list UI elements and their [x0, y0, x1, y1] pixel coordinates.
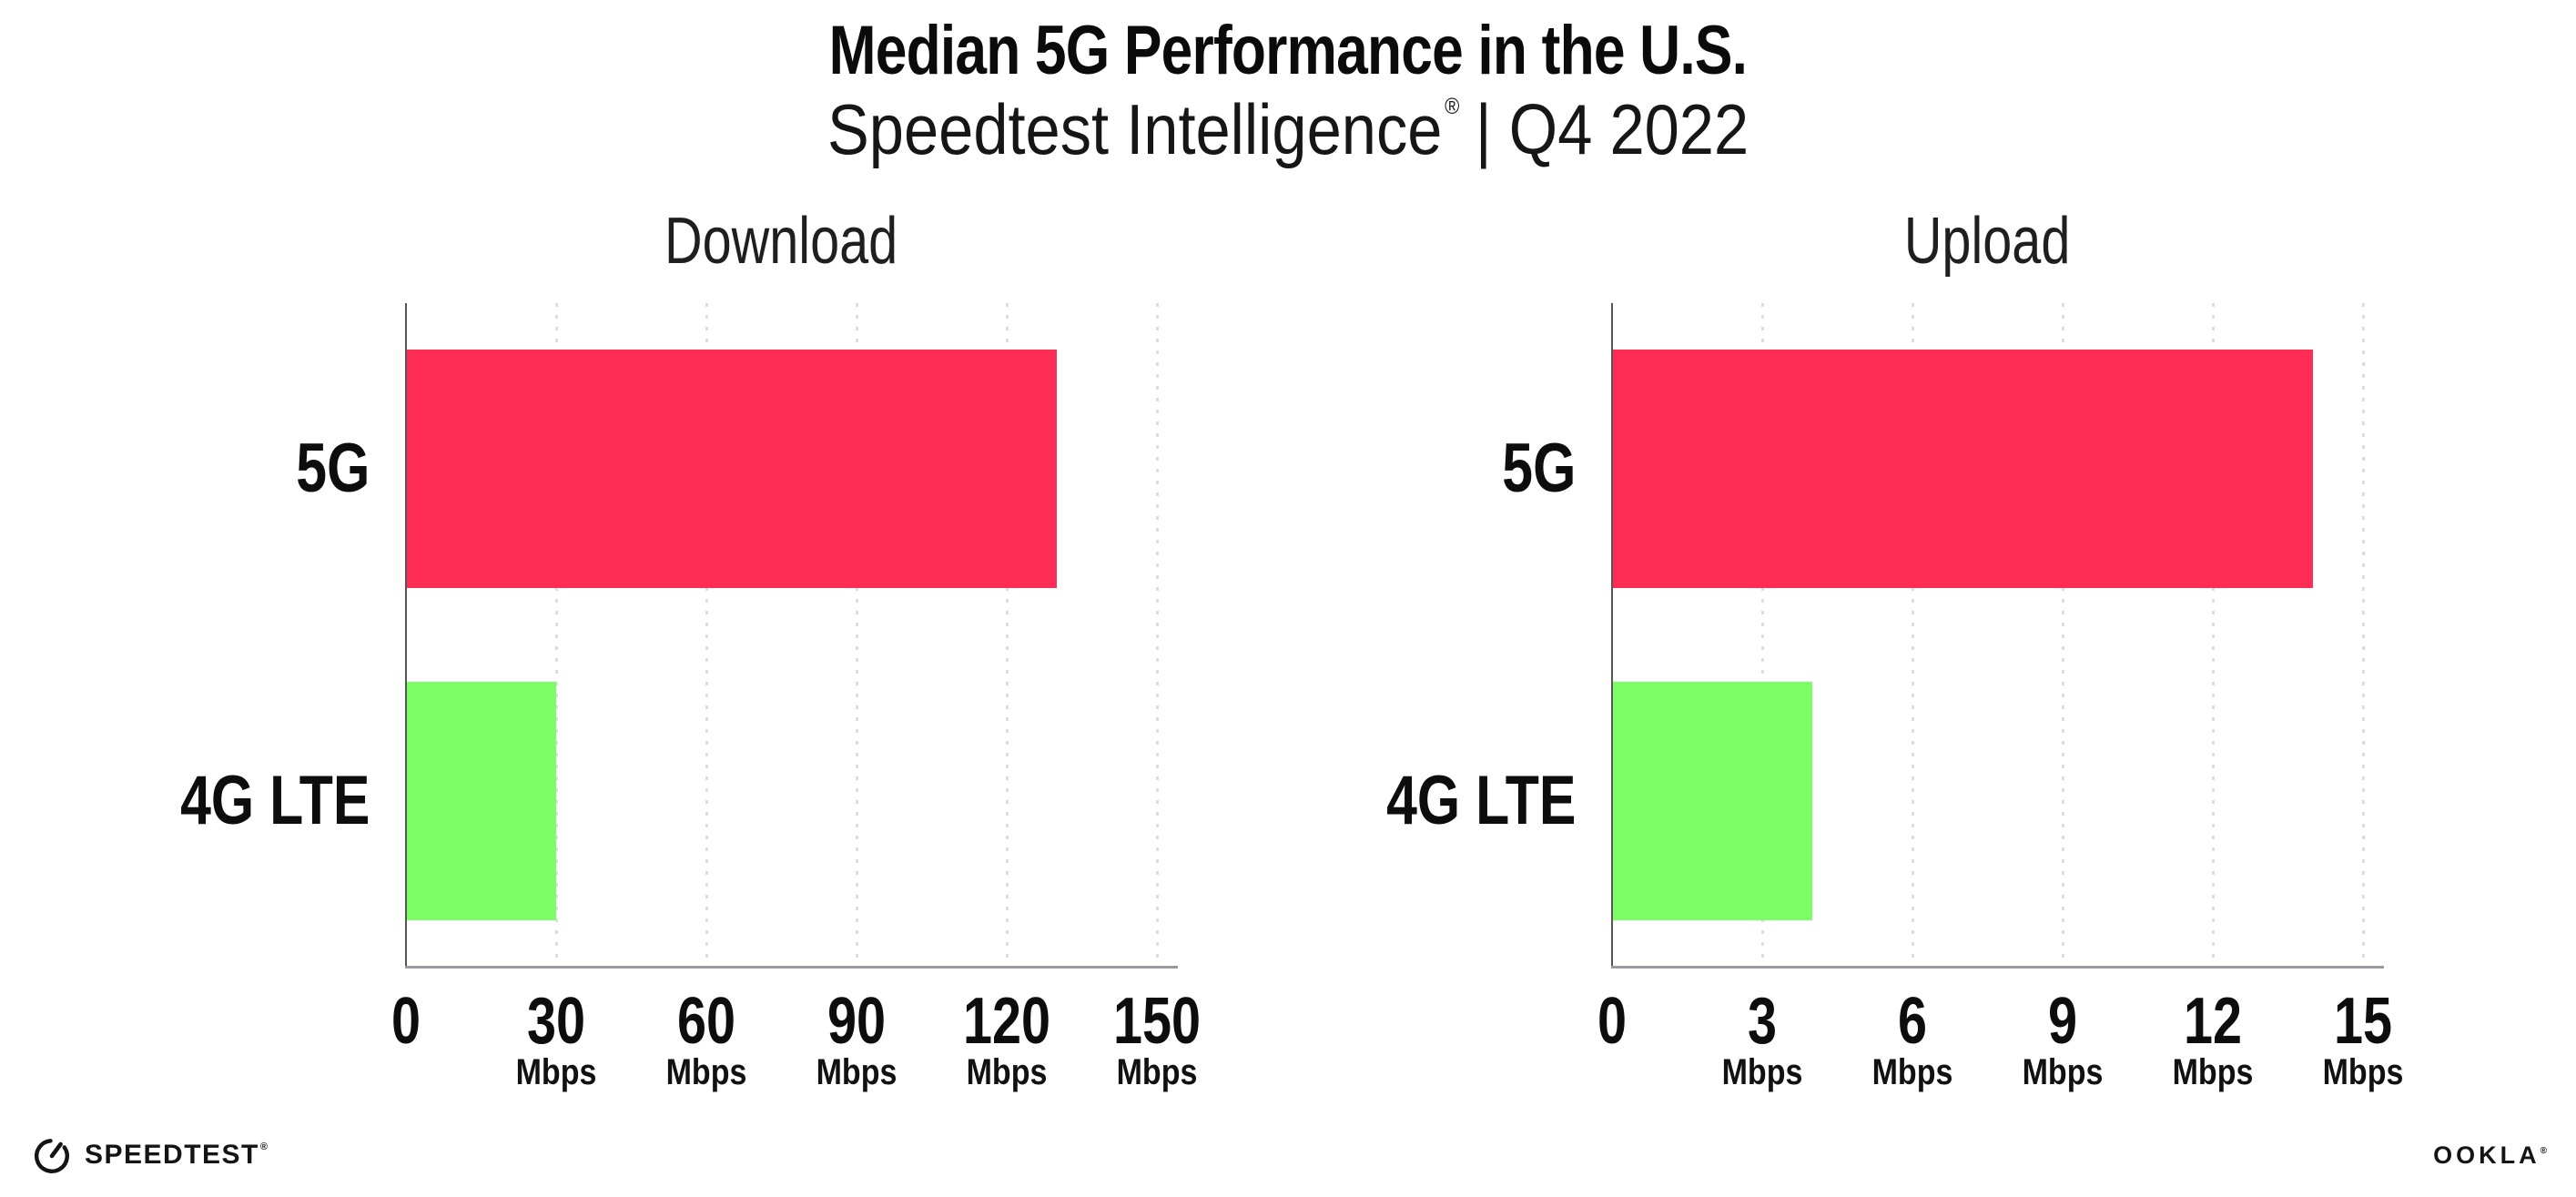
- x-tick-label-90: 90: [820, 989, 893, 1054]
- x-tick-label-15: 15: [2327, 989, 2399, 1054]
- x-tick-unit-12: Mbps: [2165, 1054, 2260, 1090]
- x-tick-unit-text: Mbps: [1721, 1052, 1803, 1092]
- x-tick-unit-150: Mbps: [1110, 1054, 1204, 1090]
- subtitle-brand: Speedtest Intelligence: [827, 89, 1443, 169]
- gridline-90: [855, 303, 858, 967]
- gridline-120: [1005, 303, 1009, 967]
- x-tick-value: 6: [1897, 985, 1928, 1058]
- bar-5g: [1612, 350, 2313, 589]
- x-tick-unit-text: Mbps: [2022, 1052, 2104, 1092]
- x-tick-label-30: 30: [520, 989, 593, 1054]
- x-tick-unit-15: Mbps: [2316, 1054, 2410, 1090]
- gridline-150: [1155, 303, 1159, 967]
- gridline-6: [1911, 303, 1914, 967]
- x-tick-value: 15: [2333, 985, 2393, 1058]
- x-tick-value: 150: [1112, 985, 1202, 1058]
- x-tick-unit-90: Mbps: [809, 1054, 904, 1090]
- category-label-text: 5G: [295, 430, 370, 508]
- download-chart-title: Download: [406, 208, 1157, 274]
- download-chart: Download 5G 4G LTE 0 30 Mbps 60 Mbps 90 Mbps 120…: [180, 208, 1201, 1090]
- x-tick-unit-text: Mbps: [1871, 1052, 1953, 1092]
- upload-y-axis-line: [1611, 303, 1613, 967]
- download-chart-title-text: Download: [664, 205, 898, 278]
- x-tick-label-0: 0: [388, 989, 424, 1054]
- x-tick-unit-text: Mbps: [966, 1052, 1048, 1092]
- download-x-axis-line: [405, 966, 1178, 969]
- upload-gridlines: [1612, 303, 2365, 967]
- x-tick-unit-text: Mbps: [1116, 1052, 1198, 1092]
- download-bars: [406, 303, 1157, 967]
- x-tick-unit-text: Mbps: [2322, 1052, 2404, 1092]
- download-y-axis-line: [405, 303, 407, 967]
- gridline-60: [705, 303, 708, 967]
- x-tick-value: 3: [1747, 985, 1778, 1058]
- x-tick-value: 12: [2183, 985, 2243, 1058]
- speedtest-registered-mark: ®: [259, 1141, 268, 1152]
- bar-4g-lte: [1612, 681, 1812, 920]
- x-tick-unit-60: Mbps: [659, 1054, 754, 1090]
- x-tick-unit-text: Mbps: [515, 1052, 597, 1092]
- gridline-3: [1760, 303, 1764, 967]
- page-subtitle: Speedtest Intelligence ® | Q4 2022: [0, 91, 2576, 167]
- x-tick-unit-30: Mbps: [509, 1054, 603, 1090]
- x-tick-value: 0: [390, 985, 421, 1058]
- x-tick-unit-120: Mbps: [959, 1054, 1054, 1090]
- x-tick-unit-text: Mbps: [816, 1052, 898, 1092]
- upload-chart-title: Upload: [1612, 208, 2363, 274]
- gridline-12: [2211, 303, 2215, 967]
- x-tick-label-60: 60: [670, 989, 743, 1054]
- upload-chart: Upload 5G 4G LTE 0 3 Mbps 6 Mbps 9 Mbps 12 Mbps 15…: [1386, 208, 2404, 1090]
- category-label-4g-lte: 4G LTE: [133, 766, 370, 836]
- gridline-9: [2061, 303, 2064, 967]
- bar-5g: [406, 350, 1057, 589]
- x-tick-label-3: 3: [1744, 989, 1780, 1054]
- x-tick-label-6: 6: [1894, 989, 1931, 1054]
- speedtest-wordmark-text: SPEEDTEST: [85, 1140, 259, 1170]
- x-tick-value: 30: [526, 985, 586, 1058]
- speedtest-gauge-icon: [35, 1139, 69, 1173]
- x-tick-unit-text: Mbps: [665, 1052, 747, 1092]
- x-tick-unit-3: Mbps: [1715, 1054, 1810, 1090]
- page-subtitle-text: Speedtest Intelligence ® | Q4 2022: [827, 91, 1749, 167]
- x-tick-value: 9: [2047, 985, 2078, 1058]
- page-title: Median 5G Performance in the U.S.: [0, 15, 2576, 87]
- x-tick-unit-9: Mbps: [2015, 1054, 2110, 1090]
- upload-chart-title-text: Upload: [1904, 205, 2071, 278]
- subtitle-period: | Q4 2022: [1475, 89, 1749, 169]
- category-label-text: 4G LTE: [179, 761, 370, 839]
- x-tick-label-120: 120: [952, 989, 1061, 1054]
- bar-4g-lte: [406, 681, 556, 920]
- ookla-logo: OOKLA®: [2433, 1143, 2547, 1168]
- category-label-text: 4G LTE: [1385, 761, 1576, 839]
- category-label-4g-lte: 4G LTE: [1339, 766, 1576, 836]
- x-tick-unit-text: Mbps: [2172, 1052, 2254, 1092]
- speedtest-logo: SPEEDTEST®: [31, 1134, 268, 1176]
- ookla-wordmark-text: OOKLA: [2433, 1141, 2541, 1169]
- gridline-30: [554, 303, 558, 967]
- x-tick-label-9: 9: [2044, 989, 2081, 1054]
- x-tick-value: 120: [962, 985, 1051, 1058]
- download-gridlines: [406, 303, 1159, 967]
- category-label-5g: 5G: [1484, 434, 1576, 503]
- gridline-15: [2361, 303, 2365, 967]
- x-tick-label-0: 0: [1594, 989, 1630, 1054]
- ookla-registered-mark: ®: [2540, 1146, 2547, 1156]
- upload-x-axis-line: [1611, 966, 2384, 969]
- page-title-text: Median 5G Performance in the U.S.: [828, 12, 1748, 89]
- category-label-text: 5G: [1501, 430, 1576, 508]
- x-tick-unit-6: Mbps: [1865, 1054, 1960, 1090]
- registered-mark: ®: [1445, 94, 1460, 119]
- category-label-5g: 5G: [278, 434, 370, 503]
- x-tick-value: 60: [676, 985, 736, 1058]
- x-tick-label-150: 150: [1102, 989, 1212, 1054]
- x-tick-label-12: 12: [2176, 989, 2249, 1054]
- speedtest-wordmark: SPEEDTEST®: [85, 1141, 268, 1169]
- x-tick-value: 90: [827, 985, 887, 1058]
- x-tick-value: 0: [1597, 985, 1628, 1058]
- upload-bars: [1612, 303, 2363, 967]
